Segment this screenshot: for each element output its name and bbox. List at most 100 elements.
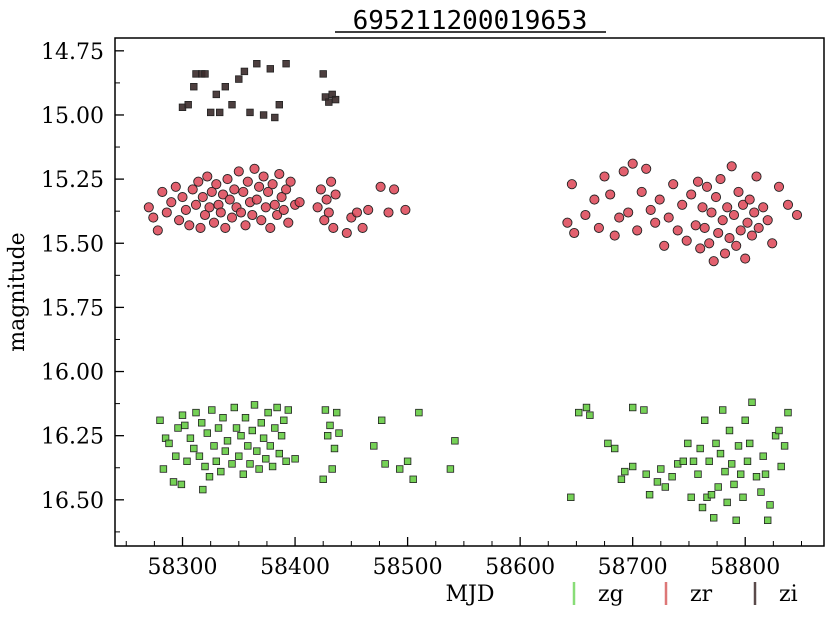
point-zr-132 [773, 181, 785, 192]
point-zg-25 [219, 413, 227, 422]
point-zg-3 [165, 439, 173, 448]
point-zg-41 [257, 419, 265, 427]
point-zr-0 [143, 202, 154, 213]
point-zr-61 [323, 207, 334, 218]
point-zi-13 [246, 108, 254, 117]
x-tick-label-4: 58700 [598, 555, 668, 580]
point-zi-16 [266, 65, 274, 73]
point-zr-83 [614, 212, 625, 223]
point-zr-38 [249, 163, 260, 174]
point-zr-76 [569, 227, 580, 239]
point-zg-16 [199, 485, 207, 494]
point-zg-77 [611, 444, 619, 453]
point-zr-100 [690, 220, 701, 231]
point-zr-10 [184, 220, 195, 231]
point-zg-43 [262, 455, 270, 463]
point-zg-18 [203, 429, 211, 437]
point-zr-115 [724, 233, 735, 244]
y-axis-ticks: 14.75 15.00 15.25 15.50 15.75 16.00 16.25 16.50 [41, 40, 124, 533]
point-zr-52 [281, 184, 292, 195]
point-zg-11 [186, 434, 195, 442]
point-zg-85 [653, 478, 662, 486]
point-zr-71 [383, 207, 394, 218]
point-zg-19 [205, 472, 214, 481]
point-zg-122 [761, 470, 770, 478]
point-zg-15 [197, 419, 206, 427]
point-zr-48 [272, 209, 283, 221]
point-zg-1 [159, 465, 168, 473]
point-zg-117 [746, 439, 754, 448]
point-zg-101 [710, 514, 718, 522]
point-zg-65 [381, 460, 389, 468]
point-zg-49 [275, 449, 283, 458]
point-zr-114 [722, 202, 733, 213]
x-tick-label-1: 58400 [260, 555, 330, 580]
point-zr-75 [566, 179, 577, 190]
point-zg-61 [332, 408, 341, 417]
point-zg-91 [684, 439, 692, 448]
point-zg-114 [739, 493, 747, 501]
point-zg-36 [246, 460, 254, 468]
point-zg-51 [280, 416, 288, 424]
y-tick-label-6: 16.25 [41, 425, 104, 450]
point-zg-97 [701, 416, 709, 424]
point-zg-62 [335, 429, 343, 437]
point-zr-58 [315, 184, 326, 195]
point-zr-8 [177, 192, 188, 203]
point-zg-10 [183, 457, 191, 465]
point-zg-88 [668, 472, 676, 481]
point-zg-28 [228, 460, 236, 468]
point-zg-33 [239, 470, 247, 478]
point-zg-13 [192, 408, 200, 417]
y-tick-label-3: 15.50 [41, 232, 104, 257]
point-zr-134 [791, 209, 803, 221]
point-zr-15 [197, 192, 208, 203]
point-zr-104 [699, 222, 710, 233]
point-zg-95 [696, 444, 704, 453]
point-zr-82 [609, 230, 620, 241]
point-zi-17 [271, 113, 279, 122]
point-zg-115 [741, 416, 749, 424]
point-zr-130 [762, 215, 773, 226]
x-tick-label-3: 58600 [485, 555, 555, 580]
point-zg-107 [723, 498, 731, 507]
point-zg-106 [721, 467, 729, 476]
point-zr-95 [668, 179, 679, 190]
point-zg-102 [712, 439, 720, 448]
point-zg-39 [253, 447, 261, 455]
point-zg-4 [169, 478, 178, 486]
point-zr-49 [274, 168, 285, 180]
point-zr-65 [341, 227, 352, 239]
point-zi-12 [240, 67, 249, 76]
point-zr-47 [269, 199, 280, 210]
point-zr-39 [251, 194, 262, 205]
point-zg-44 [264, 408, 272, 417]
point-zg-59 [328, 465, 336, 473]
point-zr-45 [265, 222, 276, 233]
point-zr-84 [618, 166, 629, 177]
point-zr-18 [204, 202, 215, 213]
point-zr-118 [731, 240, 742, 251]
point-zi-6 [206, 108, 215, 117]
point-zg-56 [321, 406, 330, 414]
point-zr-112 [717, 215, 728, 226]
point-zg-127 [777, 462, 785, 471]
chart-title: 695211200019653 [353, 6, 588, 36]
point-zg-74 [582, 403, 591, 412]
point-zr-113 [719, 248, 731, 259]
point-zr-86 [627, 158, 638, 169]
point-zr-98 [681, 235, 692, 246]
point-zr-122 [740, 253, 751, 264]
point-zg-64 [377, 416, 386, 424]
point-zg-111 [732, 516, 740, 524]
point-zr-31 [233, 166, 244, 177]
point-zr-20 [208, 217, 220, 228]
point-zg-116 [743, 457, 752, 465]
point-zi-8 [215, 108, 224, 117]
point-zg-20 [208, 406, 216, 414]
point-zi-18 [275, 101, 283, 109]
point-zr-64 [330, 189, 341, 200]
point-zg-70 [446, 465, 455, 473]
point-zi-9 [221, 83, 229, 91]
